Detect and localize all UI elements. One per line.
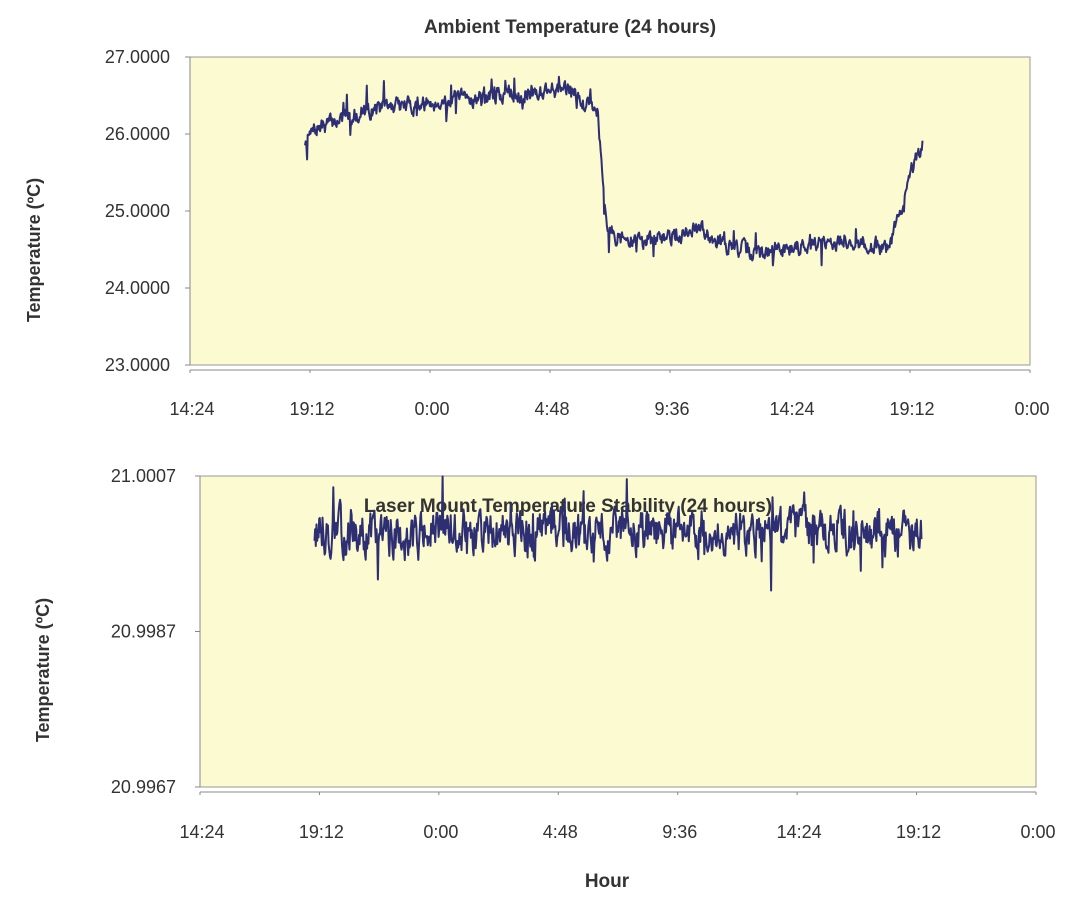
x-tick-label: 14:24 (777, 822, 822, 842)
y-tick-label: 21.0007 (111, 466, 176, 486)
ambient-plot-area (189, 56, 1031, 366)
laser-y-axis-label: Temperature (ºC) (33, 598, 53, 742)
ambient-chart-title: Ambient Temperature (24 hours) (424, 17, 716, 38)
x-tick-label: 14:24 (169, 399, 214, 419)
ambient-chart: Ambient Temperature (24 hours) Temperatu… (24, 17, 1050, 419)
ambient-axes: 23.0000 24.0000 25.0000 26.0000 27.0000 14:24… (105, 47, 1050, 419)
ambient-y-axis-label: Temperature (ºC) (24, 178, 44, 322)
x-tick-label: 4:48 (543, 822, 578, 842)
x-tick-label: 14:24 (769, 399, 814, 419)
x-tick-label: 9:36 (654, 399, 689, 419)
temperature-series-line (304, 75, 924, 267)
temperature-series-line (313, 475, 923, 592)
x-tick-label: 19:12 (889, 399, 934, 419)
laser-chart: Laser Mount Temperature Stability (24 ho… (33, 466, 1056, 892)
x-tick-label: 0:00 (423, 822, 458, 842)
x-tick-label: 19:12 (289, 399, 334, 419)
laser-axes: 20.9967 20.9987 21.0007 14:24 19:12 0:00 4:48 9… (111, 466, 1056, 842)
x-tick-label: 0:00 (1014, 399, 1049, 419)
x-tick-label: 19:12 (896, 822, 941, 842)
y-tick-label: 23.0000 (105, 355, 170, 375)
x-tick-label: 4:48 (534, 399, 569, 419)
y-tick-label: 27.0000 (105, 47, 170, 67)
x-tick-label: 14:24 (179, 822, 224, 842)
y-tick-label: 20.9967 (111, 777, 176, 797)
x-tick-label: 19:12 (299, 822, 344, 842)
laser-chart-title: Laser Mount Temperature Stability (24 ho… (364, 496, 772, 517)
y-tick-label: 26.0000 (105, 124, 170, 144)
laser-series (313, 475, 923, 592)
x-tick-label: 0:00 (414, 399, 449, 419)
ambient-series (304, 75, 924, 267)
laser-x-axis-label: Hour (585, 871, 630, 892)
x-tick-label: 0:00 (1020, 822, 1055, 842)
y-tick-label: 25.0000 (105, 201, 170, 221)
y-tick-label: 20.9987 (111, 622, 176, 642)
y-tick-label: 24.0000 (105, 278, 170, 298)
x-tick-label: 9:36 (662, 822, 697, 842)
